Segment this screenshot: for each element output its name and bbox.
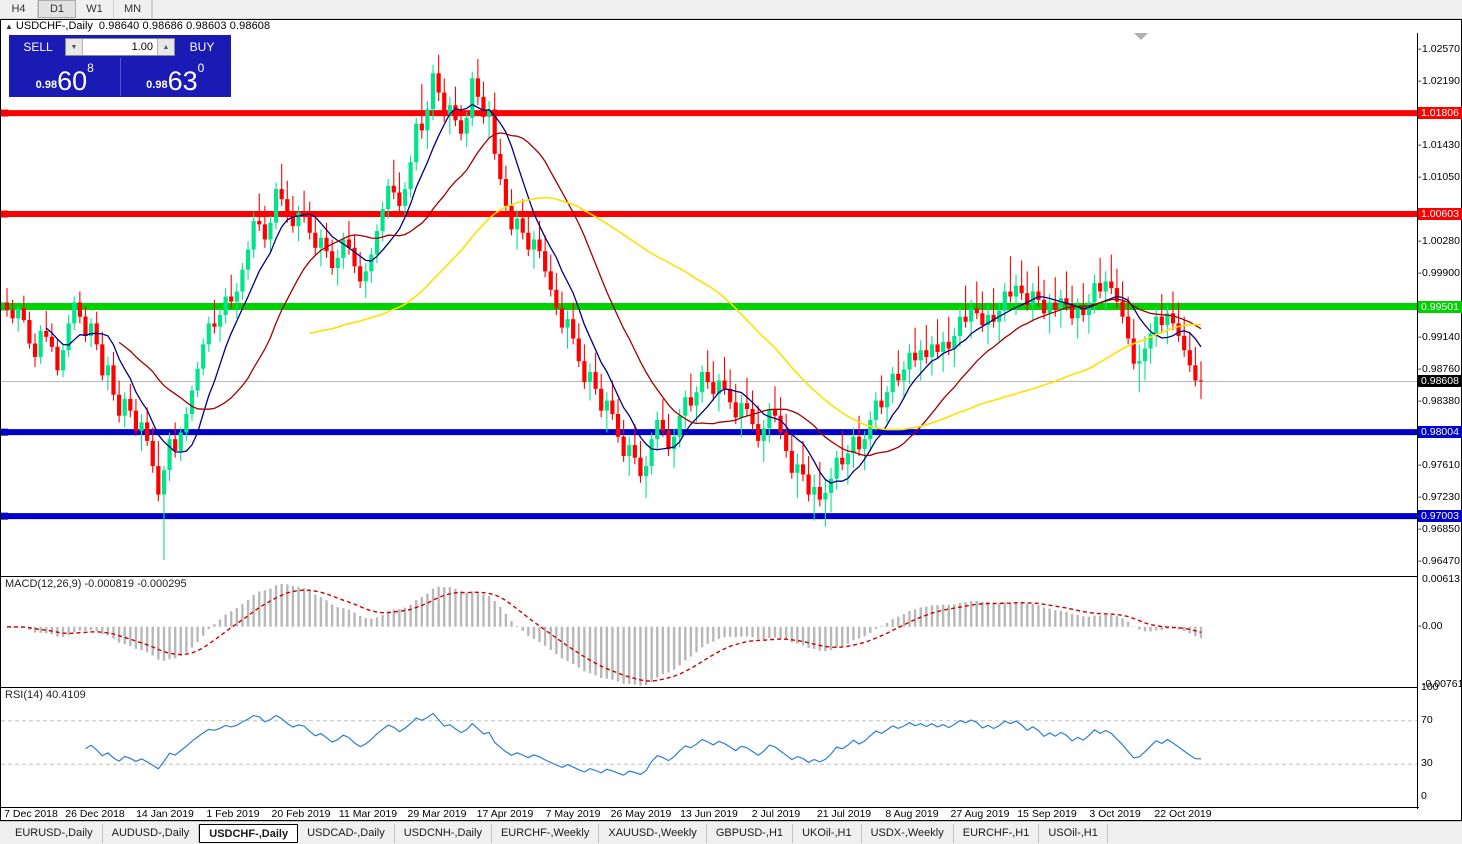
rsi-tick-30: 30	[1421, 757, 1433, 770]
chevron-down-icon[interactable]: ▼	[66, 39, 83, 55]
timeframe-mn[interactable]: MN	[114, 0, 152, 18]
rsi-pane[interactable]: RSI(14) 40.4109	[1, 687, 1419, 809]
price-scale[interactable]: -1.02570 -1.02190 1.01806 -1.01430 -1.01050 1…	[1417, 33, 1462, 809]
time-axis: 7 Dec 2018 26 Dec 2018 14 Jan 2019 1 Feb 20…	[1, 807, 1419, 820]
price-tick-0.96470: -0.96470	[1418, 554, 1460, 567]
buy-price-big: 63	[167, 66, 198, 96]
chart-tab-usdcnhdaily[interactable]: USDCNH-,Daily	[395, 823, 492, 843]
price-tick-1.01430: -1.01430	[1418, 138, 1460, 151]
volume-input[interactable]: 1.00	[131, 41, 153, 53]
chart-tab-eurchfh1[interactable]: EURCHF-,H1	[954, 823, 1040, 843]
price-level-label-0.99501: 0.99501	[1418, 300, 1462, 313]
macd-pane[interactable]: MACD(12,26,9) -0.000819 -0.000295	[1, 576, 1419, 687]
chart-tab-usoilh1[interactable]: USOil-,H1	[1039, 823, 1108, 843]
sell-price-quote[interactable]: 0.98 60 8	[10, 58, 121, 96]
time-tick-label: 17 Apr 2019	[476, 808, 534, 820]
price-tick-1.00280: -1.00280	[1418, 235, 1460, 248]
chart-window: ▲ USDCHF-,Daily 0.98640 0.98686 0.98603 0.…	[0, 19, 1462, 821]
chart-ohlc-values: 0.98640 0.98686 0.98603 0.98608	[98, 20, 271, 32]
timeframe-d1[interactable]: D1	[38, 0, 76, 18]
buy-price-quote[interactable]: 0.98 63 0	[121, 58, 231, 96]
chart-tab-xauusdweekly[interactable]: XAUUSD-,Weekly	[599, 823, 707, 843]
price-chart-svg	[1, 54, 1419, 561]
triangle-up-icon[interactable]: ▲	[5, 22, 13, 31]
price-level-label-0.98004: 0.98004	[1418, 426, 1462, 439]
macd-tick-0.00613: 0.00613	[1422, 572, 1460, 585]
price-level-label-1.00603: 1.00603	[1418, 208, 1462, 221]
octp-quotes-row: 0.98 60 8 0.98 63 0	[10, 58, 230, 96]
current-price-label: 0.98608	[1418, 375, 1462, 388]
price-tick-0.97610: -0.97610	[1418, 459, 1460, 472]
chart-tab-usdcaddaily[interactable]: USDCAD-,Daily	[298, 823, 395, 843]
time-tick-label: 21 Jul 2019	[816, 808, 872, 820]
sell-price-fraction: 8	[87, 61, 94, 75]
price-tick-0.96850: -0.96850	[1418, 523, 1460, 535]
time-tick-label: 8 Aug 2019	[885, 808, 939, 820]
rsi-tick-0: 0	[1421, 790, 1427, 802]
sell-price-big: 60	[57, 66, 88, 96]
sell-price-prefix: 0.98	[35, 79, 58, 91]
time-tick-label: 26 Dec 2018	[65, 808, 125, 820]
rsi-chart-svg	[1, 712, 1419, 776]
time-tick-label: 11 Mar 2019	[338, 808, 398, 820]
price-tick-0.98760: -0.98760	[1418, 362, 1460, 375]
time-tick-label: 1 Feb 2019	[206, 808, 260, 820]
chevron-up-icon[interactable]: ▲	[157, 39, 174, 55]
rsi-label: RSI(14) 40.4109	[5, 689, 86, 701]
volume-stepper[interactable]: ▼ 1.00 ▲	[65, 38, 175, 56]
time-tick-label: 22 Oct 2019	[1154, 808, 1212, 820]
time-tick-label: 3 Oct 2019	[1089, 808, 1141, 820]
timeframe-h4[interactable]: H4	[0, 0, 38, 18]
time-tick-label: 15 Sep 2019	[1017, 808, 1077, 820]
chart-symbol-label: USDCHF-,Daily	[15, 20, 93, 32]
time-tick-label: 27 Aug 2019	[950, 808, 1010, 820]
time-tick-label: 14 Jan 2019	[136, 808, 194, 820]
price-tick-0.97230: -0.97230	[1418, 491, 1460, 504]
chart-tab-audusddaily[interactable]: AUDUSD-,Daily	[103, 823, 200, 843]
macd-tick-0.00: -0.00	[1418, 619, 1443, 632]
buy-price-prefix: 0.98	[146, 79, 168, 91]
sell-button[interactable]: SELL	[23, 40, 53, 54]
time-tick-label: 7 May 2019	[545, 808, 601, 820]
toolbar-empty-area	[152, 0, 1462, 18]
timeframe-w1[interactable]: W1	[76, 0, 114, 18]
time-tick-label: 13 Jun 2019	[680, 808, 738, 820]
one-click-trading-panel[interactable]: SELL ▼ 1.00 ▲ BUY 0.98 60 8 0.98 63 0	[9, 35, 231, 97]
chart-tab-usdxweekly[interactable]: USDX-,Weekly	[862, 823, 954, 843]
time-tick-label: 2 Jul 2019	[751, 808, 801, 820]
time-tick-label: 7 Dec 2018	[4, 808, 58, 820]
time-tick-label: 26 May 2019	[610, 808, 672, 820]
scroll-position-marker-icon[interactable]	[1134, 33, 1148, 40]
price-level-label-1.01806: 1.01806	[1418, 107, 1462, 120]
time-tick-label: 29 Mar 2019	[407, 808, 467, 820]
chart-tab-gbpusdh1[interactable]: GBPUSD-,H1	[707, 823, 794, 843]
octp-controls-row: SELL ▼ 1.00 ▲ BUY	[10, 36, 230, 58]
price-tick-0.99900: -0.99900	[1418, 267, 1460, 280]
time-tick-label: 20 Feb 2019	[271, 808, 331, 820]
price-pane[interactable]	[1, 33, 1419, 576]
macd-label: MACD(12,26,9) -0.000819 -0.000295	[5, 578, 187, 590]
macd-chart-svg	[6, 583, 1203, 686]
chart-tab-usdchfdaily[interactable]: USDCHF-,Daily	[199, 823, 299, 843]
chart-tab-eurchfweekly[interactable]: EURCHF-,Weekly	[492, 823, 600, 843]
price-tick-0.98380: -0.98380	[1418, 394, 1460, 407]
buy-button[interactable]: BUY	[189, 40, 215, 54]
price-tick-1.02190: -1.02190	[1418, 74, 1460, 87]
macd-tick--0.007612: -0.007612	[1422, 678, 1462, 691]
chart-tab-eurusddaily[interactable]: EURUSD-,Daily	[6, 823, 103, 843]
chart-tab-bar[interactable]: EURUSD-,Daily AUDUSD-,Daily USDCHF-,Daily U…	[0, 821, 1462, 844]
timeframe-toolbar: H4 D1 W1 MN	[0, 0, 1462, 19]
chart-header: ▲ USDCHF-,Daily 0.98640 0.98686 0.98603 0.…	[1, 20, 1461, 33]
chart-tab-ukoilh1[interactable]: UKOil-,H1	[793, 823, 862, 843]
price-tick-1.01050: -1.01050	[1418, 170, 1460, 183]
price-tick-1.02570: -1.02570	[1418, 42, 1460, 55]
buy-price-fraction: 0	[197, 61, 205, 75]
price-level-label-0.97003: 0.97003	[1418, 510, 1462, 523]
rsi-tick-70: 70	[1421, 713, 1433, 726]
price-tick-0.99140: -0.99140	[1418, 330, 1460, 343]
rsi-tick-100: 100	[1421, 681, 1439, 693]
